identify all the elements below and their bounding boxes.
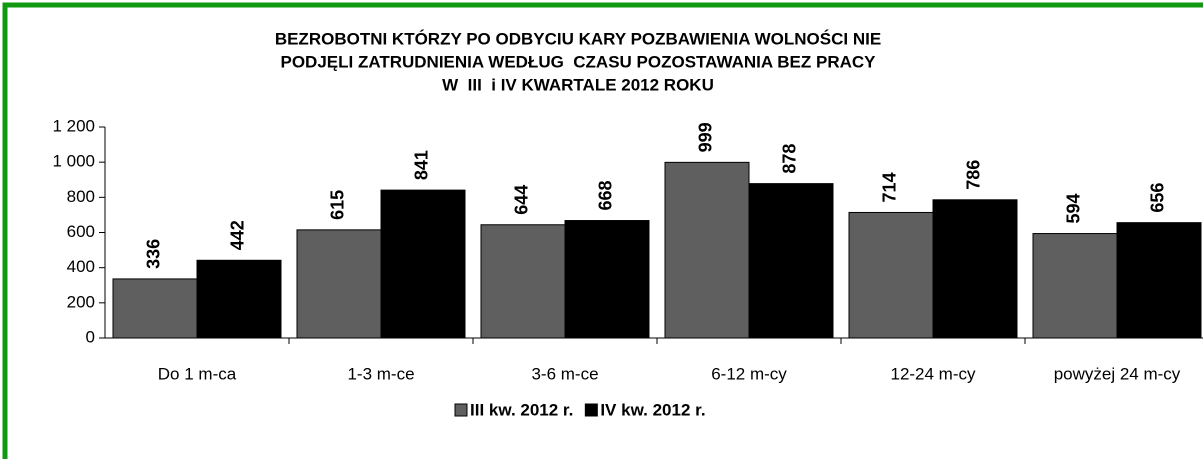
data-label: 878 bbox=[780, 144, 800, 174]
bar bbox=[196, 259, 282, 339]
data-label: 656 bbox=[1148, 183, 1168, 213]
x-tick-label: 1-3 m-ce bbox=[347, 364, 414, 383]
data-label: 442 bbox=[228, 220, 248, 250]
legend-swatch bbox=[454, 403, 468, 417]
y-tick-label: 0 bbox=[86, 327, 95, 346]
y-tick-label: 800 bbox=[67, 187, 95, 206]
bar bbox=[932, 199, 1018, 339]
x-tick-label: Do 1 m-ca bbox=[158, 364, 237, 383]
bar bbox=[112, 278, 198, 339]
x-tick-label: powyżej 24 m-cy bbox=[1054, 364, 1181, 383]
chart-title: BEZROBOTNI KTÓRZY PO ODBYCIU KARY POZBAW… bbox=[275, 29, 881, 48]
bar bbox=[848, 211, 934, 339]
x-tick-label: 3-6 m-ce bbox=[531, 364, 598, 383]
data-label: 786 bbox=[964, 160, 984, 190]
bar bbox=[1032, 233, 1118, 339]
x-tick-label: 6-12 m-cy bbox=[711, 364, 787, 383]
bar bbox=[748, 183, 834, 339]
x-tick-label: 12-24 m-cy bbox=[890, 364, 976, 383]
data-label: 714 bbox=[880, 172, 900, 202]
data-label: 594 bbox=[1064, 194, 1084, 224]
y-tick-label: 1 000 bbox=[52, 152, 95, 171]
y-tick-label: 200 bbox=[67, 292, 95, 311]
bar bbox=[380, 189, 466, 339]
bar bbox=[296, 229, 382, 339]
y-tick-label: 400 bbox=[67, 257, 95, 276]
bar bbox=[664, 161, 750, 339]
bar bbox=[564, 220, 650, 339]
bar bbox=[480, 224, 566, 339]
data-label: 841 bbox=[412, 150, 432, 180]
y-tick-label: 600 bbox=[67, 222, 95, 241]
y-tick-label: 1 200 bbox=[52, 116, 95, 135]
legend-swatch bbox=[584, 403, 598, 417]
legend-label: III kw. 2012 r. bbox=[470, 400, 573, 419]
data-label: 644 bbox=[512, 185, 532, 215]
bar bbox=[1116, 222, 1202, 339]
data-label: 615 bbox=[328, 190, 348, 220]
data-label: 668 bbox=[596, 180, 616, 210]
chart-title: W III i IV KWARTALE 2012 ROKU bbox=[442, 75, 714, 94]
chart-title: PODJĘLI ZATRUDNIENIA WEDŁUG CZASU POZOST… bbox=[280, 52, 876, 71]
legend-label: IV kw. 2012 r. bbox=[600, 400, 705, 419]
data-label: 336 bbox=[144, 239, 164, 269]
data-label: 999 bbox=[696, 122, 716, 152]
